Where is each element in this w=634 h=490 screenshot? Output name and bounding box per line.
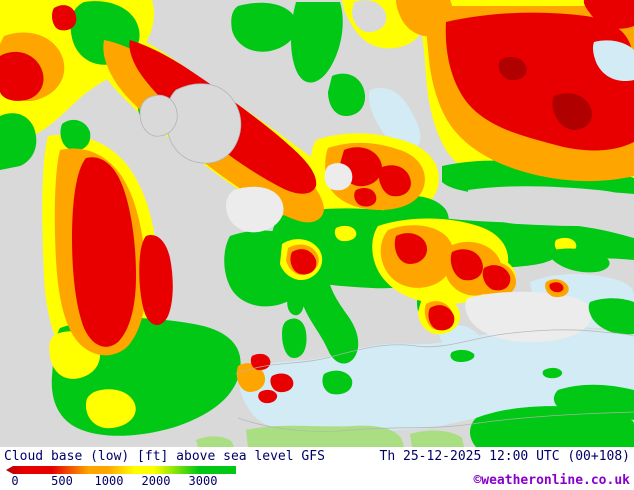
region-cloud-yellow bbox=[86, 389, 136, 429]
footer: Cloud base (low) [ft] above sea level GF… bbox=[0, 447, 634, 490]
legend-tick-500: 500 bbox=[51, 474, 73, 488]
coastline-layer bbox=[235, 329, 634, 432]
region-cloud-red bbox=[139, 234, 173, 325]
region-cloud-red bbox=[549, 282, 564, 293]
region-cloud-green bbox=[470, 406, 634, 447]
legend-tick-0: 0 bbox=[11, 474, 19, 488]
region-cloud-red bbox=[583, 0, 634, 29]
legend-gradient-bar bbox=[6, 466, 236, 474]
region-nodata-germany bbox=[324, 163, 353, 191]
region-cloud-red bbox=[258, 389, 278, 404]
region-cloud-green-pale bbox=[410, 430, 464, 447]
region-cloud-green bbox=[0, 113, 37, 170]
copyright: ©weatheronline.co.uk bbox=[473, 473, 630, 488]
region-cloud-yellow bbox=[334, 225, 357, 242]
region-cloud-green bbox=[60, 119, 91, 151]
region-nodata-turkey bbox=[465, 291, 592, 342]
footer-title-row: Cloud base (low) [ft] above sea level GF… bbox=[4, 450, 630, 464]
region-cloud-green bbox=[291, 2, 343, 83]
region-cloud-red bbox=[270, 373, 294, 393]
region-nodata-northeast-wedge bbox=[592, 40, 634, 82]
legend-scale: 0 500 1000 2000 3000 bbox=[4, 465, 246, 488]
region-cloud-red bbox=[428, 305, 455, 331]
legend-tick-3000: 3000 bbox=[188, 474, 218, 488]
region-cloud-darkred bbox=[552, 93, 593, 130]
region-cloud-red bbox=[378, 165, 411, 197]
region-cloud-green-pale bbox=[246, 425, 404, 447]
region-cloud-red bbox=[52, 5, 77, 31]
legend-tick-2000: 2000 bbox=[141, 474, 171, 488]
region-cloud-green bbox=[450, 349, 475, 362]
region-cloud-green bbox=[542, 367, 563, 379]
region-cloud-red bbox=[250, 353, 271, 371]
region-nodata-ireland bbox=[139, 94, 178, 137]
region-cloud-red bbox=[72, 157, 136, 347]
europe-cloud-base-map bbox=[0, 0, 634, 447]
region-cloud-green bbox=[295, 254, 359, 364]
region-cloud-green bbox=[287, 290, 304, 316]
map-datetime: Th 25-12-2025 12:00 UTC (00+108) bbox=[379, 449, 630, 464]
region-nodata-norway bbox=[352, 0, 387, 33]
region-cloud-green bbox=[468, 222, 634, 260]
region-cloud-green bbox=[322, 370, 353, 395]
region-cloud-red bbox=[290, 249, 317, 275]
region-nodata-east-band bbox=[468, 186, 634, 226]
region-cloud-green bbox=[553, 384, 634, 420]
region-cloud-darkred bbox=[498, 56, 527, 81]
region-nodata-atlantic bbox=[0, 350, 52, 447]
footer-legend-row: 0 500 1000 2000 3000 ©weatheronline.co.u… bbox=[4, 465, 630, 488]
region-nodata-uk bbox=[165, 83, 242, 164]
cloud-darkred-layer bbox=[498, 56, 593, 130]
region-cloud-green bbox=[231, 2, 298, 52]
region-cloud-red bbox=[0, 51, 44, 101]
coastline-mediterranean-north bbox=[235, 329, 634, 375]
region-cloud-green bbox=[546, 248, 610, 273]
region-cloud-red bbox=[450, 249, 483, 281]
nodata-layer bbox=[0, 0, 634, 447]
region-cloud-red bbox=[354, 188, 377, 207]
region-cloud-orange bbox=[396, 0, 453, 37]
legend-tick-1000: 1000 bbox=[94, 474, 124, 488]
region-cloud-green bbox=[588, 298, 634, 335]
region-nodata-france bbox=[226, 186, 284, 233]
region-cloud-red bbox=[482, 265, 511, 291]
region-cloud-orange bbox=[236, 363, 266, 392]
region-cloud-green bbox=[328, 73, 366, 116]
region-cloud-green-pale bbox=[196, 436, 234, 447]
region-cloud-red bbox=[394, 233, 428, 264]
region-cloud-green bbox=[282, 318, 307, 358]
map-title: Cloud base (low) [ft] above sea level GF… bbox=[4, 449, 325, 464]
accent-top-layer bbox=[545, 248, 634, 335]
coastline-africa bbox=[237, 411, 634, 432]
region-sea-baltic bbox=[368, 87, 421, 150]
